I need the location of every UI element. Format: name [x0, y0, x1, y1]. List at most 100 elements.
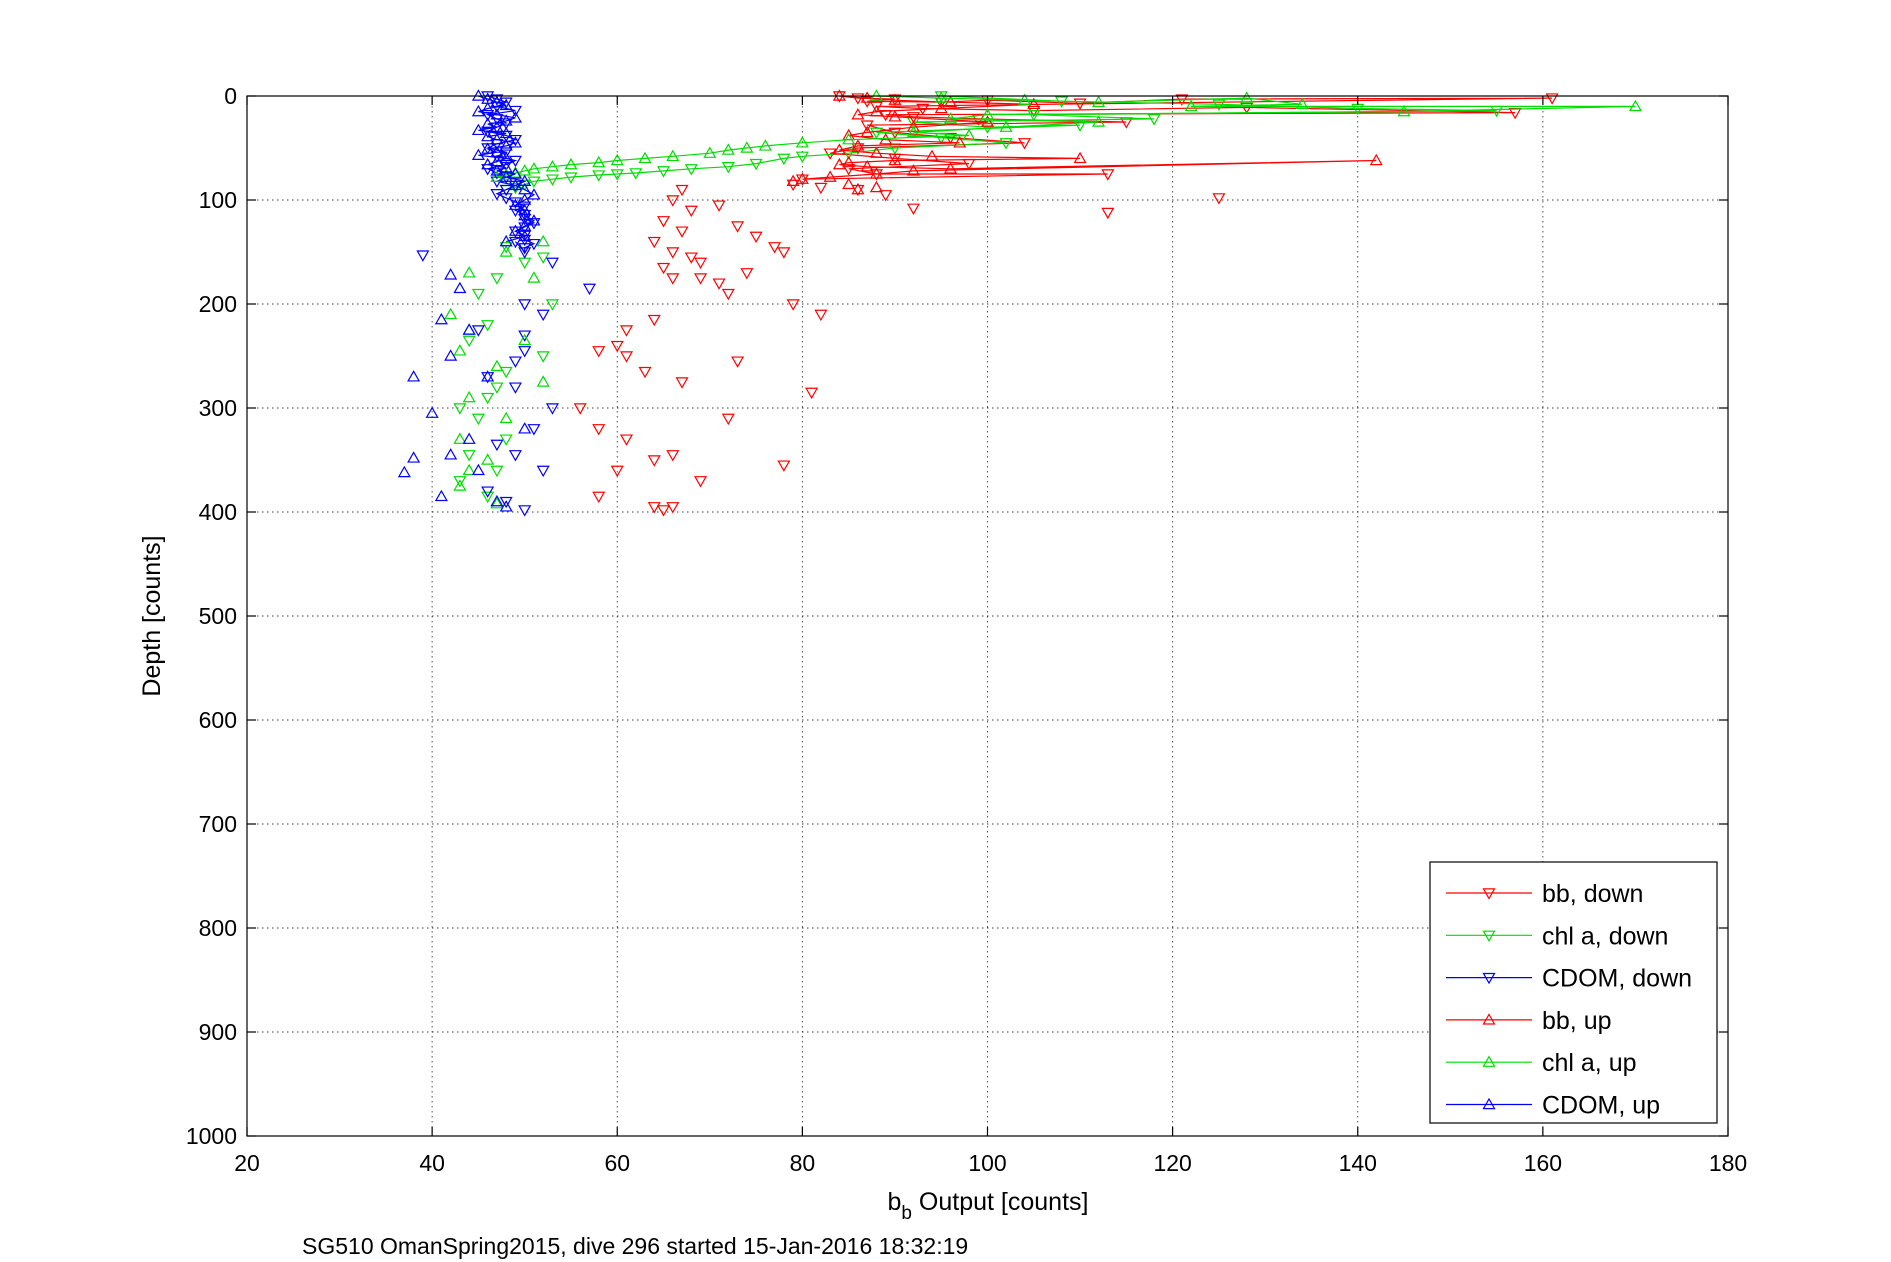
- data-point: [499, 411, 513, 424]
- data-point: [499, 366, 513, 379]
- data-point: [518, 174, 532, 187]
- data-point: [962, 128, 976, 141]
- data-point: [684, 164, 698, 176]
- data-point: [1027, 105, 1041, 118]
- data-point: [499, 500, 513, 512]
- data-point: [592, 155, 606, 168]
- data-point: [832, 143, 846, 155]
- data-point: [481, 101, 495, 114]
- data-point: [508, 224, 522, 236]
- data-point: [619, 351, 634, 363]
- data-point: [869, 167, 883, 179]
- data-point: [1212, 99, 1226, 112]
- data-point: [1240, 91, 1254, 103]
- legend-marker: [1482, 1055, 1496, 1067]
- legend-label: bb, down: [1542, 880, 1643, 908]
- data-point: [407, 370, 421, 382]
- data-point: [481, 91, 495, 103]
- data-point: [490, 465, 504, 478]
- data-point: [471, 463, 485, 476]
- data-point: [1017, 93, 1032, 105]
- data-point: [508, 134, 522, 147]
- data-point: [638, 151, 652, 164]
- data-point: [444, 349, 458, 361]
- data-point: [731, 356, 745, 368]
- data-point: [694, 257, 708, 270]
- data-point: [508, 167, 522, 179]
- data-point: [814, 182, 828, 195]
- data-point: [527, 176, 541, 188]
- data-point: [508, 356, 522, 368]
- data-point: [842, 132, 856, 145]
- data-point: [740, 141, 754, 153]
- legend-label: bb, up: [1542, 1007, 1612, 1035]
- data-point: [462, 432, 476, 444]
- data-point: [527, 162, 541, 174]
- series-line: [802, 95, 1553, 180]
- data-point: [518, 330, 532, 342]
- data-point: [647, 502, 661, 514]
- data-point: [471, 288, 485, 301]
- data-point: [786, 174, 800, 187]
- x-tick-label: 160: [1524, 1150, 1562, 1176]
- data-point: [980, 108, 995, 120]
- x-axis-label-b: b: [888, 1188, 902, 1216]
- data-point: [453, 281, 467, 294]
- data-point: [462, 450, 476, 462]
- data-point: [842, 155, 856, 168]
- x-tick-label: 60: [604, 1150, 630, 1176]
- data-point: [527, 188, 541, 200]
- data-point: [842, 148, 856, 160]
- data-point: [481, 491, 495, 504]
- data-point: [851, 93, 865, 105]
- data-point: [851, 184, 865, 197]
- data-point: [527, 424, 541, 436]
- data-point: [906, 120, 920, 132]
- data-point: [462, 335, 476, 348]
- data-point: [777, 460, 791, 472]
- data-point: [934, 91, 948, 103]
- data-point: [666, 149, 680, 162]
- data-point: [814, 309, 828, 322]
- data-point: [434, 489, 448, 502]
- data-point: [869, 180, 883, 193]
- data-point: [434, 312, 448, 325]
- data-point: [499, 184, 513, 197]
- data-point: [721, 143, 735, 155]
- data-point: [536, 252, 550, 264]
- data-point: [545, 160, 559, 172]
- y-tick-label: 100: [199, 187, 237, 213]
- data-point: [943, 95, 958, 107]
- legend-marker: [1482, 972, 1496, 985]
- data-point: [1073, 98, 1087, 110]
- y-tick-label: 500: [199, 603, 237, 629]
- data-point: [545, 257, 559, 270]
- data-point: [481, 370, 495, 382]
- legend-label: chl a, down: [1542, 922, 1668, 950]
- data-point: [508, 205, 522, 218]
- y-tick-label: 600: [199, 707, 237, 733]
- data-point: [490, 108, 504, 120]
- data-point: [610, 340, 624, 353]
- data-point: [795, 136, 809, 148]
- data-point: [656, 505, 671, 517]
- data-point: [481, 320, 495, 332]
- data-point: [666, 195, 680, 207]
- data-point: [508, 198, 522, 210]
- series-0: [573, 91, 1559, 517]
- data-point: [638, 366, 652, 379]
- data-point: [795, 172, 809, 184]
- data-point: [536, 465, 550, 478]
- data-point: [499, 118, 513, 130]
- legend: bb, down chl a, down CDOM, down bb, up chl a…: [1429, 861, 1718, 1124]
- data-point: [453, 479, 467, 491]
- x-tick-label: 120: [1153, 1150, 1191, 1176]
- data-point: [675, 226, 689, 238]
- data-point: [536, 351, 550, 363]
- data-point: [666, 273, 680, 285]
- data-point: [518, 505, 532, 517]
- data-point: [499, 139, 513, 151]
- y-tick-label: 200: [199, 291, 237, 317]
- data-point: [629, 168, 643, 180]
- data-point: [860, 125, 874, 138]
